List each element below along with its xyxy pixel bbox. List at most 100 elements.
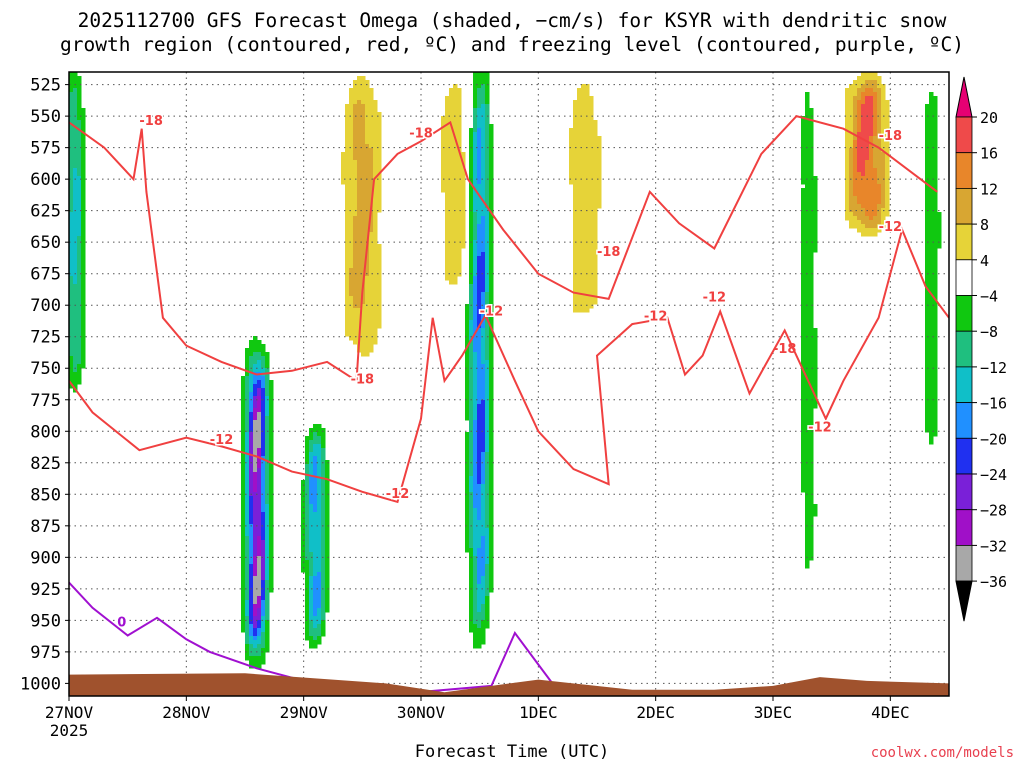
omega-cell — [805, 140, 810, 145]
omega-cell — [241, 392, 246, 397]
colorbar-label: −16 — [980, 395, 1007, 413]
omega-cell — [805, 480, 810, 485]
omega-cell — [73, 176, 78, 181]
omega-cell — [373, 112, 378, 117]
omega-cell — [309, 556, 314, 561]
omega-cell — [881, 196, 886, 201]
omega-cell — [457, 100, 462, 105]
omega-cell — [861, 144, 866, 149]
omega-cell — [77, 304, 82, 309]
omega-cell — [257, 652, 262, 657]
omega-cell — [585, 96, 590, 101]
omega-cell — [477, 332, 482, 337]
omega-cell — [357, 80, 362, 85]
omega-cell — [269, 448, 274, 453]
omega-cell — [809, 300, 814, 305]
omega-cell — [593, 276, 598, 281]
omega-cell — [489, 284, 494, 289]
omega-cell — [353, 96, 358, 101]
omega-cell — [321, 564, 326, 569]
omega-cell — [245, 572, 250, 577]
omega-cell — [589, 208, 594, 213]
omega-cell — [881, 84, 886, 89]
omega-cell — [77, 300, 82, 305]
omega-cell — [361, 236, 366, 241]
omega-cell — [809, 120, 814, 125]
omega-cell — [245, 412, 250, 417]
omega-cell — [377, 280, 382, 285]
omega-cell — [69, 140, 74, 145]
omega-cell — [249, 472, 254, 477]
omega-cell — [929, 260, 934, 265]
omega-cell — [933, 304, 938, 309]
omega-cell — [361, 340, 366, 345]
credit-link[interactable]: coolwx.com/models — [870, 745, 1014, 761]
omega-cell — [481, 392, 486, 397]
omega-cell — [813, 376, 818, 381]
omega-cell — [249, 520, 254, 525]
omega-cell — [69, 260, 74, 265]
omega-cell — [469, 436, 474, 441]
omega-cell — [489, 288, 494, 293]
omega-cell — [77, 96, 82, 101]
omega-cell — [469, 200, 474, 205]
omega-cell — [481, 600, 486, 605]
omega-cell — [77, 336, 82, 341]
omega-cell — [481, 404, 486, 409]
omega-cell — [313, 532, 318, 537]
omega-cell — [369, 316, 374, 321]
omega-cell — [929, 148, 934, 153]
omega-cell — [325, 520, 330, 525]
omega-cell — [473, 96, 478, 101]
omega-cell — [269, 484, 274, 489]
omega-cell — [265, 520, 270, 525]
omega-cell — [929, 256, 934, 261]
omega-cell — [317, 468, 322, 473]
omega-cell — [269, 416, 274, 421]
omega-cell — [481, 148, 486, 153]
omega-cell — [441, 116, 446, 121]
omega-cell — [325, 576, 330, 581]
omega-cell — [569, 148, 574, 153]
omega-cell — [469, 376, 474, 381]
omega-cell — [477, 220, 482, 225]
omega-cell — [485, 396, 490, 401]
omega-cell — [581, 192, 586, 197]
omega-cell — [589, 172, 594, 177]
omega-cell — [593, 256, 598, 261]
omega-cell — [353, 284, 358, 289]
omega-cell — [813, 404, 818, 409]
omega-cell — [481, 204, 486, 209]
omega-cell — [77, 200, 82, 205]
omega-cell — [477, 348, 482, 353]
omega-cell — [301, 524, 306, 529]
omega-cell — [473, 312, 478, 317]
omega-cell — [245, 648, 250, 653]
omega-cell — [317, 488, 322, 493]
omega-cell — [585, 260, 590, 265]
omega-cell — [245, 384, 250, 389]
omega-cell — [365, 128, 370, 133]
omega-cell — [801, 484, 806, 489]
omega-cell — [813, 352, 818, 357]
omega-cell — [925, 376, 930, 381]
omega-cell — [321, 448, 326, 453]
omega-cell — [881, 216, 886, 221]
omega-cell — [305, 520, 310, 525]
omega-cell — [313, 636, 318, 641]
omega-cell — [73, 136, 78, 141]
omega-cell — [373, 124, 378, 129]
omega-cell — [473, 204, 478, 209]
omega-cell — [77, 180, 82, 185]
omega-cell — [809, 508, 814, 513]
omega-cell — [937, 228, 942, 233]
omega-cell — [73, 80, 78, 85]
omega-cell — [869, 228, 874, 233]
omega-cell — [349, 336, 354, 341]
omega-cell — [481, 276, 486, 281]
omega-cell — [73, 352, 78, 357]
omega-cell — [849, 188, 854, 193]
omega-cell — [581, 196, 586, 201]
omega-cell — [933, 256, 938, 261]
omega-cell — [349, 148, 354, 153]
